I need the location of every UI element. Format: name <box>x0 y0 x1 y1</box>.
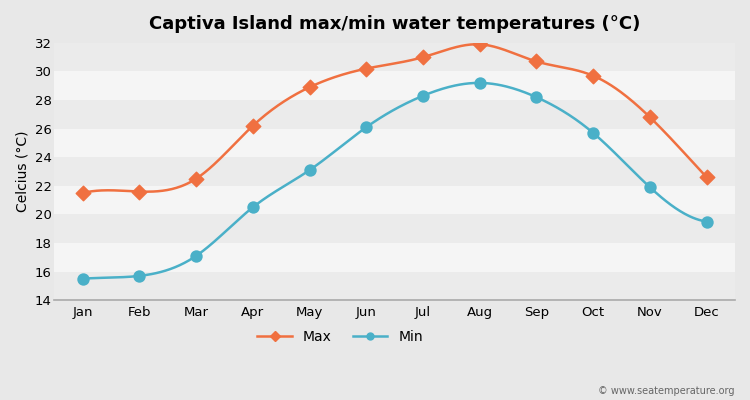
Point <box>700 218 712 225</box>
Bar <box>54 157 735 186</box>
Point <box>417 92 429 99</box>
Point <box>700 174 712 180</box>
Point <box>304 167 316 173</box>
Point <box>134 273 146 279</box>
Bar <box>54 272 735 300</box>
Point <box>76 190 88 196</box>
Text: © www.seatemperature.org: © www.seatemperature.org <box>598 386 735 396</box>
Point <box>134 188 146 195</box>
Point <box>530 58 542 65</box>
Y-axis label: Celcius (°C): Celcius (°C) <box>15 131 29 212</box>
Point <box>417 54 429 60</box>
Point <box>644 184 656 190</box>
Bar <box>54 72 735 100</box>
Point <box>247 122 259 129</box>
Bar <box>54 129 735 157</box>
Point <box>587 72 599 79</box>
Point <box>644 114 656 120</box>
Point <box>247 204 259 210</box>
Point <box>474 80 486 86</box>
Bar <box>54 43 735 72</box>
Bar <box>54 243 735 272</box>
Point <box>190 253 202 259</box>
Legend: Max, Min: Max, Min <box>252 325 429 350</box>
Point <box>304 84 316 90</box>
Bar <box>54 100 735 129</box>
Bar <box>54 186 735 214</box>
Point <box>190 176 202 182</box>
Point <box>360 66 372 72</box>
Point <box>530 94 542 100</box>
Bar <box>54 214 735 243</box>
Title: Captiva Island max/min water temperatures (°C): Captiva Island max/min water temperature… <box>149 15 640 33</box>
Point <box>587 130 599 136</box>
Point <box>474 41 486 48</box>
Point <box>360 124 372 130</box>
Point <box>76 276 88 282</box>
